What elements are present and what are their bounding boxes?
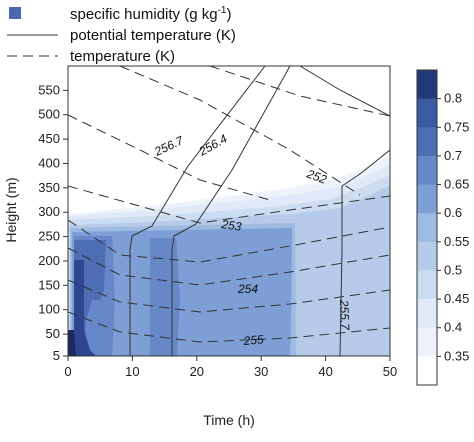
y-tick-label: 200 <box>38 253 60 268</box>
colorbar-band <box>417 70 437 99</box>
label-253: 253 <box>220 217 243 234</box>
colorbar-band <box>417 328 437 357</box>
x-tick-label: 0 <box>64 364 71 379</box>
y-tick-label: 5 <box>53 348 60 363</box>
colorbar-band <box>417 156 437 185</box>
colorbar-band <box>417 299 437 328</box>
y-tick-label: 300 <box>38 204 60 219</box>
colorbar-label: 0.6 <box>444 205 462 220</box>
colorbar-band <box>417 213 437 242</box>
colorbar-label: 0.55 <box>444 234 469 249</box>
y-tick-label: 350 <box>38 180 60 195</box>
humidity-fill-0.70b <box>150 238 180 356</box>
colorbar: 0.8 0.75 0.7 0.65 0.6 0.55 0.5 0.45 0.4 0.35 <box>417 70 469 386</box>
colorbar-label: 0.5 <box>444 262 462 277</box>
x-tick-label: 30 <box>254 364 268 379</box>
legend-swatch-humidity <box>9 7 21 19</box>
y-tick-label: 500 <box>38 107 60 122</box>
x-tick-label: 20 <box>190 364 204 379</box>
colorbar-band <box>417 356 437 385</box>
label-255.7: 255.7 <box>337 299 352 332</box>
colorbar-label: 0.8 <box>444 91 462 106</box>
y-tick-label: 50 <box>46 326 60 341</box>
label-254: 254 <box>237 282 258 296</box>
x-tick-label: 50 <box>383 364 397 379</box>
y-tick-label: 250 <box>38 229 60 244</box>
colorbar-band <box>417 99 437 128</box>
y-tick-label: 150 <box>38 277 60 292</box>
colorbar-band <box>417 270 437 299</box>
legend-label-humidity: specific humidity (g kg-1) <box>70 5 231 23</box>
legend-label-temperature: temperature (K) <box>70 48 175 65</box>
y-tick-label: 100 <box>38 302 60 317</box>
y-tick-label: 550 <box>38 82 60 97</box>
y-axis-title: Height (m) <box>3 177 19 242</box>
colorbar-label: 0.4 <box>444 320 462 335</box>
colorbar-band <box>417 242 437 271</box>
x-axis-title: Time (h) <box>203 412 255 428</box>
x-tick-label: 40 <box>318 364 332 379</box>
y-tick-label: 400 <box>38 155 60 170</box>
colorbar-label: 0.7 <box>444 148 462 163</box>
colorbar-label: 0.45 <box>444 291 469 306</box>
x-axis: 0 10 20 30 40 50 <box>64 356 397 379</box>
colorbar-band <box>417 185 437 214</box>
colorbar-band <box>417 127 437 156</box>
legend: specific humidity (g kg-1) potential tem… <box>7 5 236 65</box>
colorbar-label: 0.65 <box>444 177 469 192</box>
colorbar-label: 0.75 <box>444 119 469 134</box>
y-tick-label: 450 <box>38 131 60 146</box>
legend-label-potential-temperature: potential temperature (K) <box>70 27 236 44</box>
label-255: 255 <box>242 332 264 348</box>
x-tick-label: 10 <box>125 364 139 379</box>
colorbar-label: 0.35 <box>444 348 469 363</box>
